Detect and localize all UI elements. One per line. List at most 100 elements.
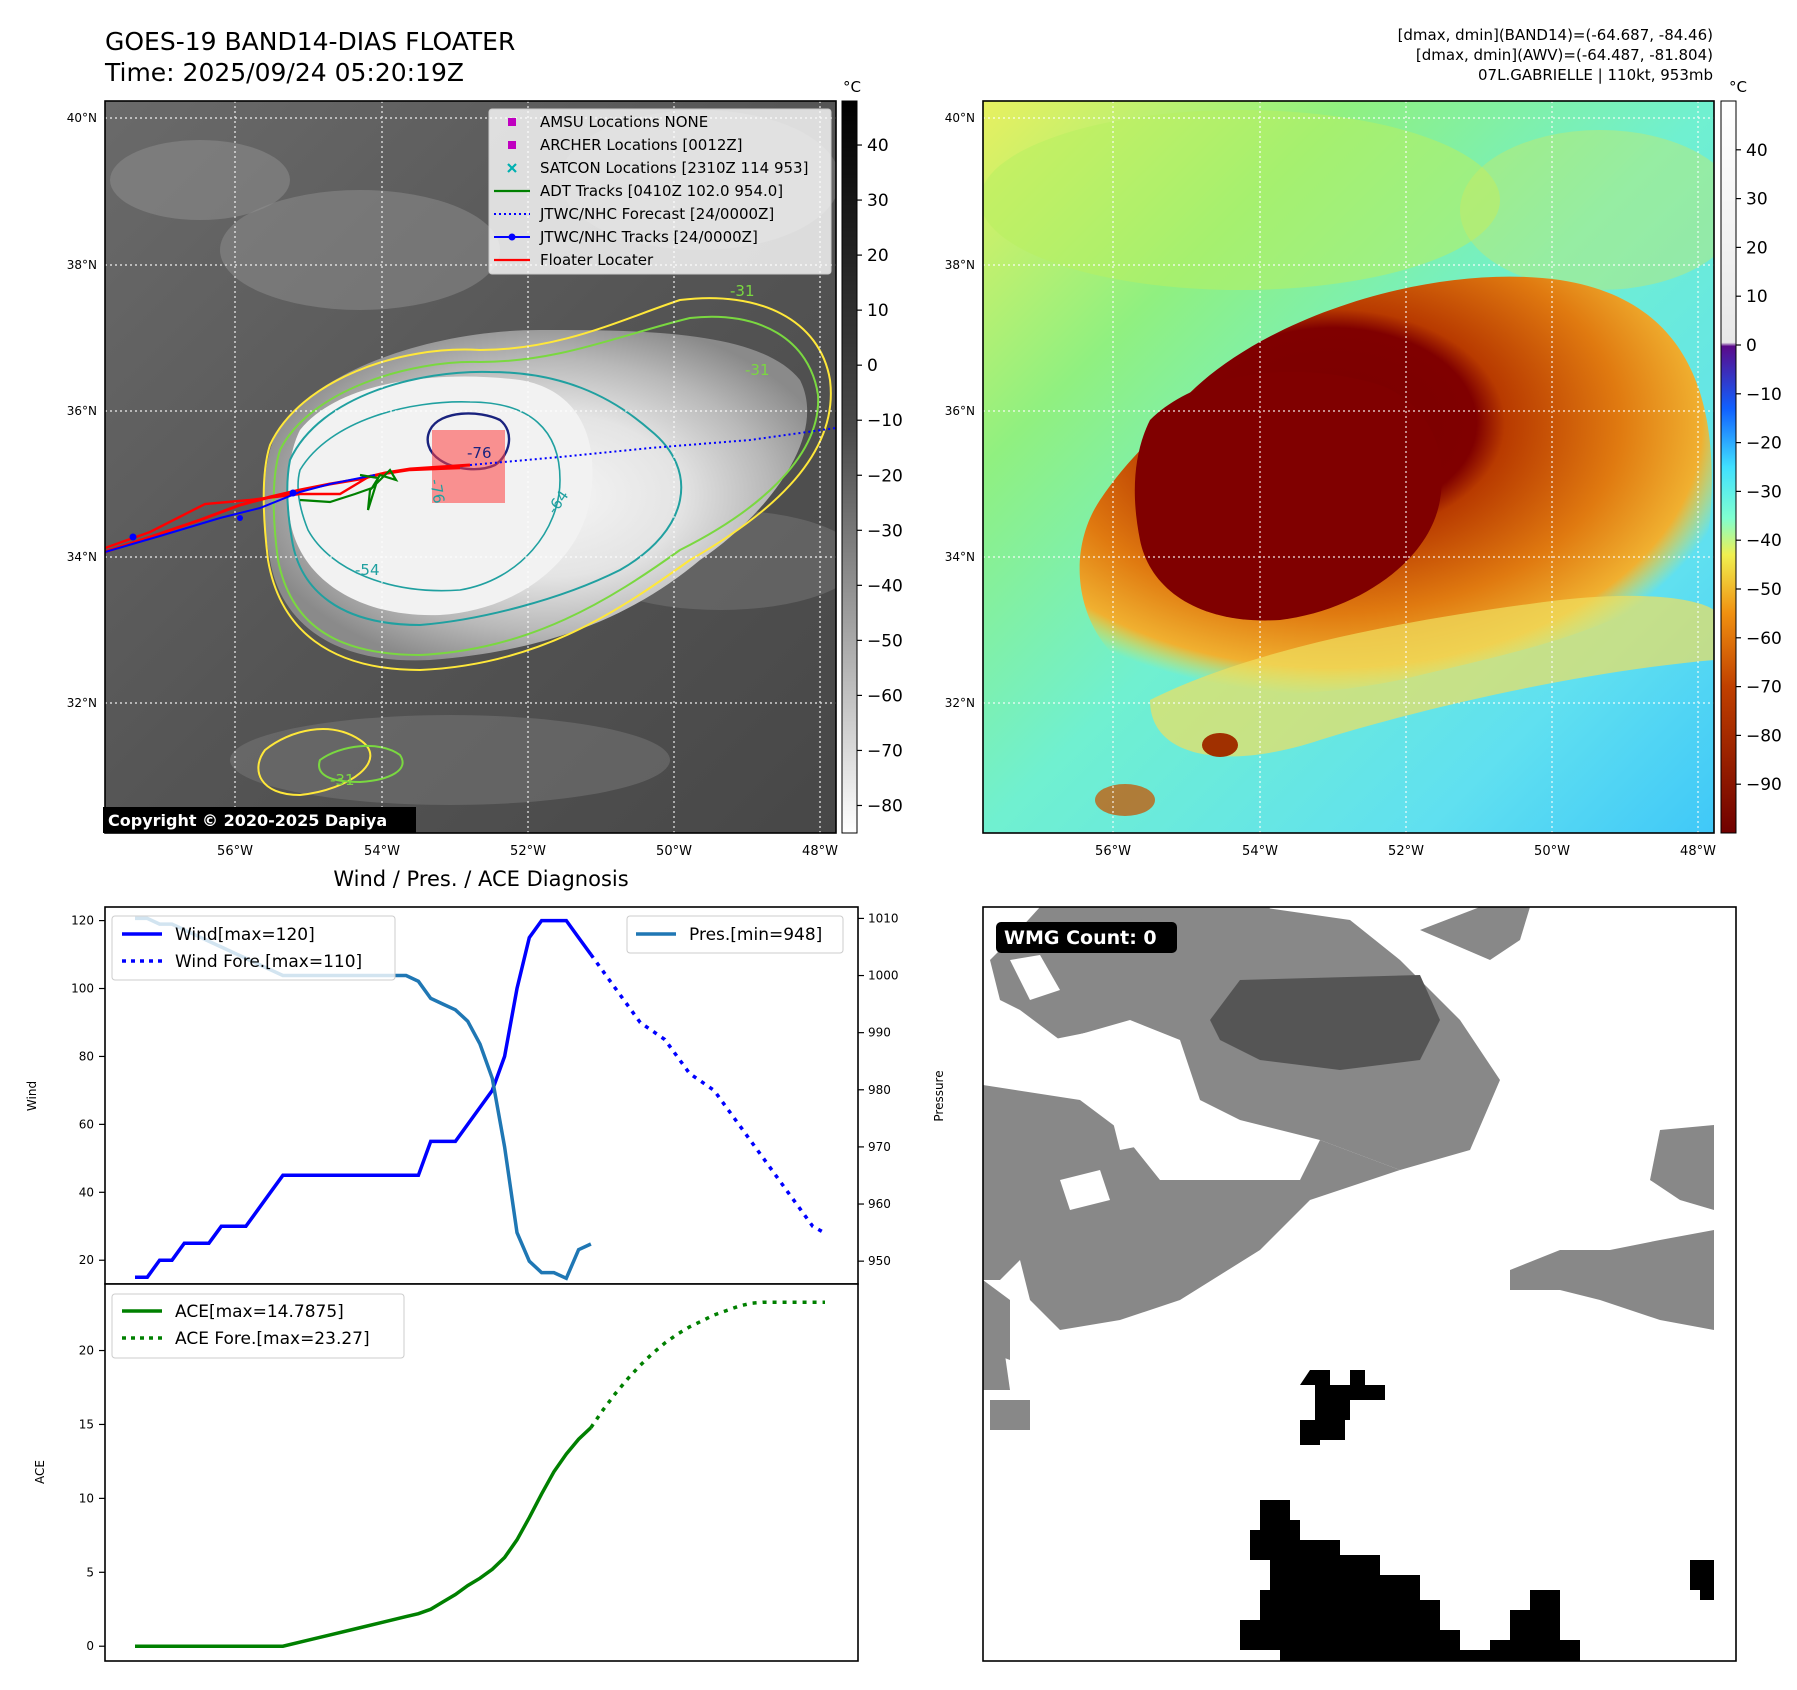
colorbar-tick-label: −30 xyxy=(1746,482,1782,502)
colorbar-tick-label: −70 xyxy=(867,741,903,761)
y-tick-label: 20 xyxy=(79,1253,94,1267)
ace-series-1 xyxy=(589,1300,825,1429)
ace-fore-legend-label: ACE Fore.[max=23.27] xyxy=(175,1329,370,1349)
ace-series-0 xyxy=(135,1426,593,1648)
lat-label: 34°N xyxy=(945,550,975,564)
lat-label: 34°N xyxy=(67,550,97,564)
y-tick-label: 40 xyxy=(79,1185,94,1199)
y-tick-label: 60 xyxy=(79,1117,94,1131)
lat-label: 32°N xyxy=(67,696,97,710)
lon-label: 48°W xyxy=(1680,844,1716,859)
lat-label: 32°N xyxy=(945,696,975,710)
colorbar-tick-label: −20 xyxy=(1746,434,1782,454)
wind-legend xyxy=(111,915,396,981)
lon-label: 50°W xyxy=(1534,844,1570,859)
lat-label: 40°N xyxy=(67,111,97,125)
colorbar-tick-label: −90 xyxy=(1746,775,1782,795)
y-tick-label: 80 xyxy=(79,1049,94,1063)
pressure-legend xyxy=(626,915,844,954)
legend-label: JTWC/NHC Forecast [24/0000Z] xyxy=(539,205,774,223)
ir-colorbar-unit: °C xyxy=(843,78,861,96)
adt-track xyxy=(299,468,399,511)
awv-colorbar: °C 40 30 20 10 0 −10 −20 −30 −40 −50 −60 −70 −80 −90 xyxy=(1720,78,1782,834)
contour-label: -31 xyxy=(745,361,770,379)
copyright: Copyright © 2020-2025 Dapiya xyxy=(108,811,387,830)
wmg-count: WMG Count: 0 xyxy=(1004,927,1157,949)
y2-tick-label: 950 xyxy=(868,1254,891,1268)
colorbar-tick-label: −20 xyxy=(867,466,903,486)
lon-label: 52°W xyxy=(510,844,546,859)
diagnosis-title: Wind / Pres. / ACE Diagnosis xyxy=(333,867,628,891)
colorbar-tick-label: −80 xyxy=(1746,726,1782,746)
colorbar-tick-label: −50 xyxy=(1746,580,1782,600)
legend-label: JTWC/NHC Tracks [24/0000Z] xyxy=(539,228,758,246)
stats-awv: [dmax, dmin](AWV)=(-64.487, -81.804) xyxy=(1416,46,1713,64)
y2-tick-label: 980 xyxy=(868,1083,891,1097)
y-tick-label: 0 xyxy=(86,1639,94,1653)
forecast-track xyxy=(469,427,836,466)
colorbar-tick-label: −60 xyxy=(1746,629,1782,649)
wind-legend-label: Wind[max=120] xyxy=(175,925,315,945)
legend-marker xyxy=(507,163,517,173)
wind-axis-label: Wind xyxy=(25,1081,39,1111)
y-tick-label: 20 xyxy=(79,1344,94,1358)
colorbar-tick-label: 20 xyxy=(867,246,889,266)
lat-label: 40°N xyxy=(945,111,975,125)
ace-chart: 20 15 10 5 0 ACE ACE[max=14.7875] ACE Fore.[… xyxy=(33,1283,859,1662)
colorbar-tick-label: −40 xyxy=(1746,531,1782,551)
colorbar-tick-label: −80 xyxy=(867,796,903,816)
colorbar-tick-label: −30 xyxy=(867,521,903,541)
lon-label: 56°W xyxy=(217,844,253,859)
lat-label: 38°N xyxy=(67,258,97,272)
wind-fore-legend-label: Wind Fore.[max=110] xyxy=(175,952,362,972)
copyright-box xyxy=(103,807,416,833)
legend-label: AMSU Locations NONE xyxy=(540,113,708,131)
contour-label: -76 xyxy=(467,444,492,462)
wind-pressure-chart: 120 100 80 60 40 20 1010 1000 990 980 970 960 950 W… xyxy=(25,906,946,1285)
wmg-badge xyxy=(996,922,1177,953)
y-tick-label: 120 xyxy=(71,914,94,928)
y2-tick-label: 1010 xyxy=(868,911,899,925)
y-tick-label: 10 xyxy=(79,1491,94,1505)
pressure-legend-label: Pres.[min=948] xyxy=(689,925,822,945)
ace-legend xyxy=(111,1293,405,1359)
contour-label: -31 xyxy=(730,282,755,300)
lat-label: 36°N xyxy=(67,404,97,418)
colorbar-tick-label: −50 xyxy=(867,631,903,651)
y-tick-label: 5 xyxy=(86,1565,94,1579)
colorbar-tick-label: 40 xyxy=(1746,141,1768,161)
colorbar-tick-label: −10 xyxy=(1746,385,1782,405)
wind-series-1 xyxy=(589,953,826,1235)
lon-label: 54°W xyxy=(364,844,400,859)
figure-time: Time: 2025/09/24 05:20:19Z xyxy=(104,58,464,87)
lon-label: 52°W xyxy=(1388,844,1424,859)
colorbar-tick-label: 10 xyxy=(1746,287,1768,307)
figure-title: GOES-19 BAND14-DIAS FLOATER xyxy=(105,27,515,56)
legend-label: ARCHER Locations [0012Z] xyxy=(540,136,743,154)
y2-tick-label: 1000 xyxy=(868,969,899,983)
storm-info: 07L.GABRIELLE | 110kt, 953mb xyxy=(1478,66,1713,84)
colorbar-tick-label: −10 xyxy=(867,411,903,431)
ace-legend-label: ACE[max=14.7875] xyxy=(175,1302,344,1322)
wmg-panel: WMG Count: 0 xyxy=(982,906,1737,1662)
legend-label: Floater Locater xyxy=(540,251,654,269)
wind-series-0 xyxy=(135,918,593,1279)
colorbar-tick-label: 30 xyxy=(867,191,889,211)
colorbar-tick-label: −60 xyxy=(867,686,903,706)
stats-band14: [dmax, dmin](BAND14)=(-64.687, -84.46) xyxy=(1398,26,1713,44)
colorbar-tick-label: 30 xyxy=(1746,190,1768,210)
lon-label: 56°W xyxy=(1095,844,1131,859)
ir-colorbar: °C 40 30 20 10 0 −10 −20 −30 −40 −50 −60 −70 −80 xyxy=(841,78,903,834)
colorbar-tick-label: 20 xyxy=(1746,238,1768,258)
pressure-axis-label: Pressure xyxy=(932,1070,946,1121)
awv-colorbar-unit: °C xyxy=(1729,78,1747,96)
legend-marker xyxy=(508,141,516,149)
colorbar-tick-label: 10 xyxy=(867,301,889,321)
y2-tick-label: 960 xyxy=(868,1197,891,1211)
y2-tick-label: 970 xyxy=(868,1140,891,1154)
lat-label: 38°N xyxy=(945,258,975,272)
y-tick-label: 100 xyxy=(71,982,94,996)
lon-label: 48°W xyxy=(802,844,838,859)
colorbar-tick-label: −40 xyxy=(867,576,903,596)
ir-map-panel: -31 -31 -54 -64 -76 -76 -31 AMSU Locatio… xyxy=(67,100,838,859)
